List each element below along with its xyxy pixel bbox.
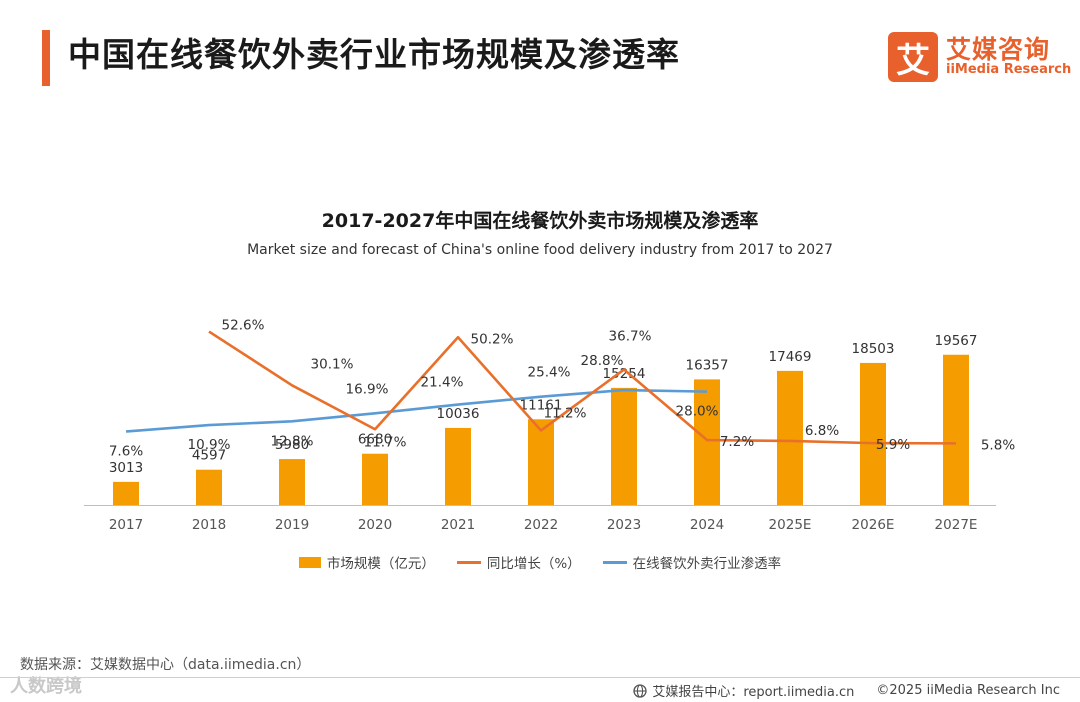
penetration-label-2019: 12.8% xyxy=(271,433,314,449)
legend-swatch-penetration-line xyxy=(602,560,627,564)
growth-label-2026E: 5.9% xyxy=(876,437,910,453)
page-title: 中国在线餐饮外卖行业市场规模及渗透率 xyxy=(68,35,680,74)
footer-divider xyxy=(0,677,1080,678)
legend-swatch-growth-line xyxy=(456,560,481,564)
legend-label-market-size: 市场规模（亿元） xyxy=(326,556,435,572)
bar-2027E xyxy=(943,354,969,505)
legend-item-growth: 同比增长（%） xyxy=(456,552,581,572)
bar-2018 xyxy=(196,469,222,505)
growth-label-2020: 11.7% xyxy=(364,434,407,450)
chart-title: 2017-2027年中国在线餐饮外卖市场规模及渗透率 xyxy=(321,210,759,232)
bar-2021 xyxy=(445,427,471,505)
penetration-label-2017: 7.6% xyxy=(109,444,143,460)
bar-2019 xyxy=(279,459,305,505)
x-tick-2027E: 2027E xyxy=(935,517,978,533)
penetration-label-2024: 28.0% xyxy=(676,404,719,420)
growth-label-2024: 7.2% xyxy=(720,434,754,450)
bar-2024 xyxy=(694,379,720,505)
x-tick-2024: 2024 xyxy=(690,517,724,533)
growth-label-2027E: 5.8% xyxy=(981,437,1015,453)
chart-subtitle: Market size and forecast of China's onli… xyxy=(247,242,833,258)
iimedia-logo: 艾 艾媒咨询 iiMedia Research xyxy=(888,32,1071,84)
logo-en-text: iiMedia Research xyxy=(946,62,1072,77)
chart-legend: 市场规模（亿元） 同比增长（%） 在线餐饮外卖行业渗透率 xyxy=(0,552,1080,572)
bar-2023 xyxy=(611,387,637,505)
x-tick-2022: 2022 xyxy=(524,517,558,533)
watermark-text: 人数跨境 xyxy=(10,676,82,697)
bar-2025E xyxy=(777,370,803,505)
growth-label-2021: 50.2% xyxy=(471,331,514,347)
growth-label-2022: 11.2% xyxy=(544,405,587,421)
legend-label-growth: 同比增长（%） xyxy=(486,556,581,572)
bar-2017 xyxy=(113,481,139,505)
growth-label-2019: 30.1% xyxy=(311,356,354,372)
legend-item-market-size: 市场规模（亿元） xyxy=(298,552,435,572)
x-tick-2017: 2017 xyxy=(109,517,143,533)
growth-label-2023: 36.7% xyxy=(609,329,652,345)
logo-mark-icon: 艾 xyxy=(888,32,938,82)
x-tick-2025E: 2025E xyxy=(769,517,812,533)
data-source: 数据来源：艾媒数据中心（data.iimedia.cn） xyxy=(20,657,311,673)
bar-label-2017: 3013 xyxy=(109,460,143,476)
legend-label-penetration: 在线餐饮外卖行业渗透率 xyxy=(632,556,782,572)
bar-2020 xyxy=(362,453,388,505)
penetration-label-2022: 25.4% xyxy=(528,365,571,381)
bar-label-2018: 4597 xyxy=(192,448,226,464)
logo-cn-text: 艾媒咨询 xyxy=(946,35,1051,64)
penetration-line xyxy=(125,388,708,433)
bar-label-2022: 11161 xyxy=(520,397,563,413)
bar-label-2021: 10036 xyxy=(437,406,480,422)
penetration-label-2023: 28.8% xyxy=(581,353,624,369)
x-tick-2026E: 2026E xyxy=(852,517,895,533)
x-tick-2020: 2020 xyxy=(358,517,392,533)
globe-icon xyxy=(633,683,647,698)
bar-label-2024: 16357 xyxy=(686,357,729,373)
legend-swatch-bar xyxy=(298,556,321,568)
x-tick-2019: 2019 xyxy=(275,517,309,533)
bar-2022 xyxy=(528,419,554,505)
footer-report-center: 艾媒报告中心：report.iimedia.cn xyxy=(652,685,855,700)
bar-label-2025E: 17469 xyxy=(769,349,812,365)
bar-label-2027E: 19567 xyxy=(935,333,978,349)
penetration-label-2018: 10.9% xyxy=(188,437,231,453)
x-tick-2023: 2023 xyxy=(607,517,641,533)
title-accent-bar xyxy=(42,30,50,86)
bar-2026E xyxy=(860,362,886,505)
x-tick-2021: 2021 xyxy=(441,517,475,533)
growth-line xyxy=(208,330,957,445)
growth-label-2025E: 6.8% xyxy=(805,423,839,439)
footer-copyright: ©2025 iiMedia Research Inc xyxy=(876,683,1060,698)
footer: 艾媒报告中心：report.iimedia.cn ©2025 iiMedia R… xyxy=(633,681,1060,700)
legend-item-penetration: 在线餐饮外卖行业渗透率 xyxy=(602,552,782,572)
penetration-label-2021: 21.4% xyxy=(421,375,464,391)
bar-label-2020: 6680 xyxy=(358,432,392,448)
bar-label-2026E: 18503 xyxy=(852,341,895,357)
bar-label-2019: 5980 xyxy=(275,437,309,453)
penetration-label-2020: 16.9% xyxy=(346,381,389,397)
growth-label-2018: 52.6% xyxy=(222,318,265,334)
x-tick-2018: 2018 xyxy=(192,517,226,533)
